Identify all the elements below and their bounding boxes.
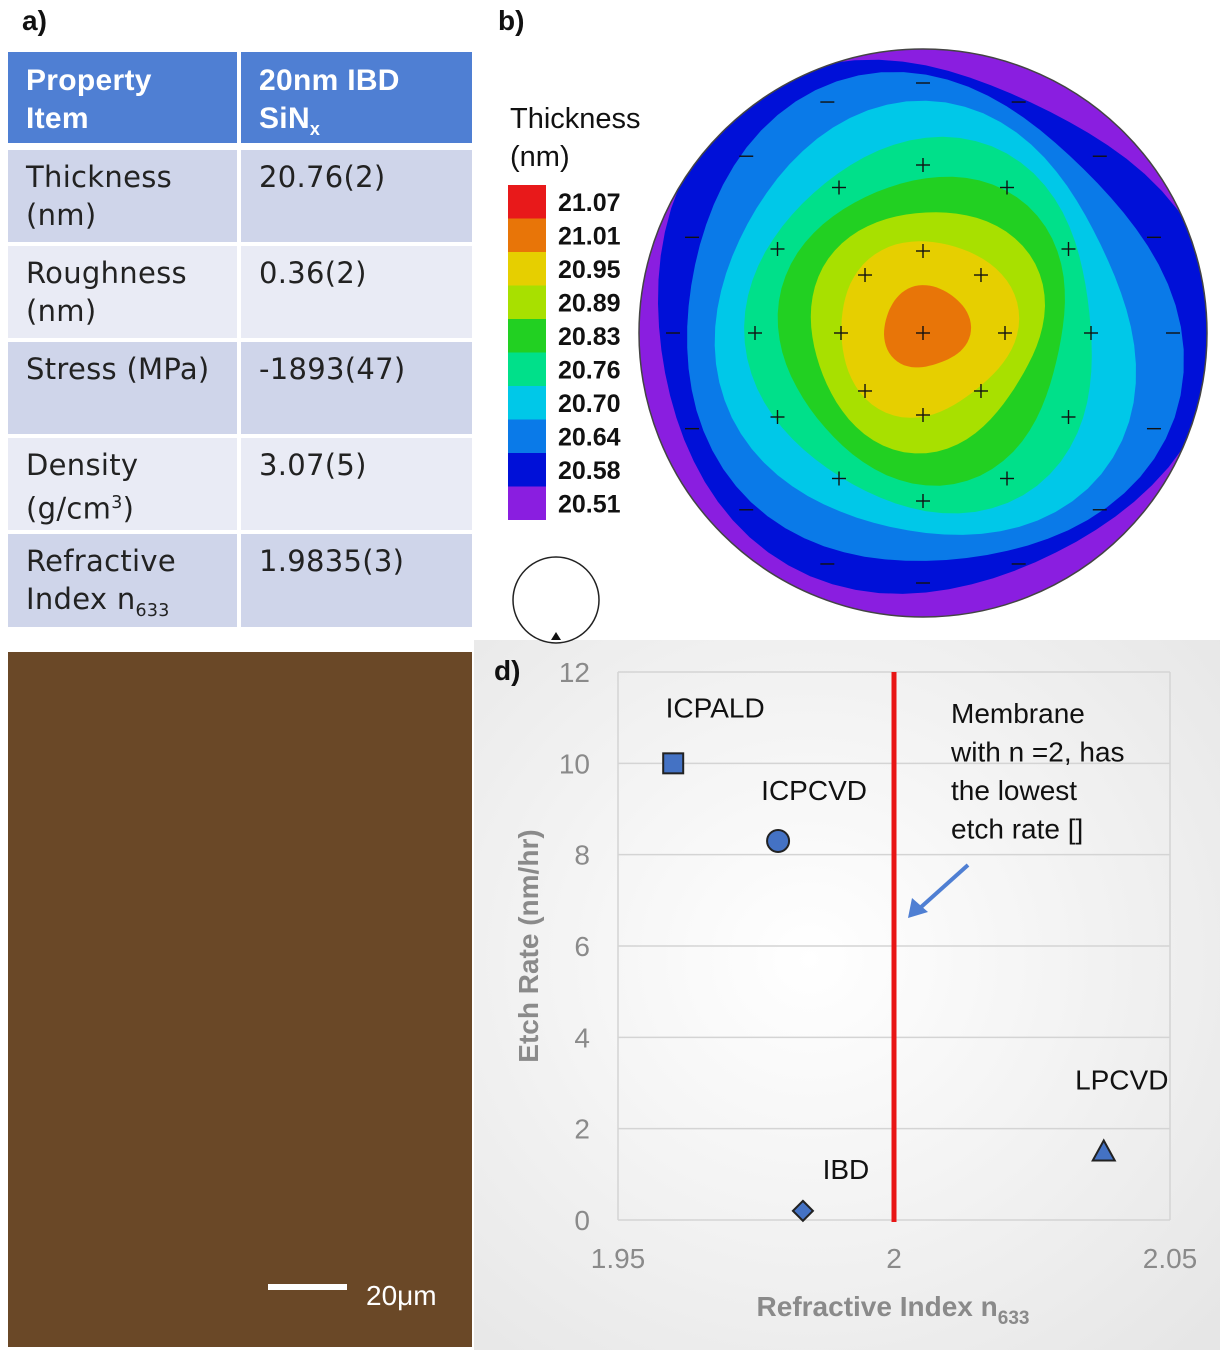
- x-tick-label: 2.05: [1143, 1243, 1198, 1274]
- y-tick-label: 8: [574, 840, 590, 871]
- point-label: LPCVD: [1075, 1065, 1168, 1096]
- panel-label: b): [498, 5, 524, 36]
- cell-text: Density (g/cm: [26, 448, 138, 526]
- table-cell: 1.9835(3): [241, 534, 472, 627]
- cell-text: 0.36(2): [259, 256, 367, 290]
- table-cell: 0.36(2): [241, 246, 472, 338]
- cell-text: Stress (MPa): [26, 352, 210, 386]
- table-cell: 20.76(2): [241, 150, 472, 242]
- header-sub: x: [310, 119, 320, 139]
- orientation-circle: [513, 557, 599, 643]
- cell-text: 3.07(5): [259, 448, 367, 482]
- cell-text: ): [123, 492, 135, 526]
- panel-label: d): [494, 655, 520, 686]
- data-point: [767, 830, 789, 852]
- y-tick-label: 2: [574, 1114, 590, 1145]
- thickness-map: [597, 33, 1220, 649]
- cell-text: -1893(47): [259, 352, 406, 386]
- table-header: 20nm IBD SiNx: [241, 52, 472, 143]
- y-tick-label: 6: [574, 931, 590, 962]
- cell-text: 20.76(2): [259, 160, 386, 194]
- legend-swatch: [508, 487, 546, 521]
- legend-swatch: [508, 185, 546, 219]
- y-tick-label: 10: [559, 748, 590, 779]
- table-cell: Roughness (nm): [8, 246, 237, 338]
- table-header: Property Item: [8, 52, 237, 143]
- legend-label: 20.51: [558, 491, 621, 519]
- scale-bar-label: 20μm: [366, 1280, 437, 1311]
- point-label: ICPALD: [666, 692, 765, 723]
- cell-text: Roughness (nm): [26, 256, 187, 328]
- legend-label: 21.01: [558, 223, 621, 251]
- header-text: 20nm IBD SiN: [259, 64, 400, 135]
- table-cell: 3.07(5): [241, 438, 472, 530]
- table-cell: Stress (MPa): [8, 342, 237, 434]
- legend-swatch: [508, 286, 546, 320]
- cell-sub: 633: [136, 601, 170, 621]
- table-cell: Thickness (nm): [8, 150, 237, 242]
- table-cell: Density (g/cm3): [8, 438, 237, 530]
- cell-sup: 3: [111, 493, 122, 513]
- legend-label: 21.07: [558, 189, 621, 217]
- legend-swatch: [508, 319, 546, 353]
- header-text: Property Item: [26, 64, 152, 135]
- legend-label: 20.95: [558, 256, 621, 284]
- x-tick-label: 1.95: [591, 1243, 646, 1274]
- legend-swatch: [508, 252, 546, 286]
- y-tick-label: 4: [574, 1022, 590, 1053]
- legend-swatch: [508, 420, 546, 454]
- table-cell: Refractive Index n633: [8, 534, 237, 627]
- data-point: [663, 753, 683, 773]
- legend-swatch: [508, 219, 546, 253]
- legend-title: Thickness (nm): [510, 100, 670, 176]
- legend-swatch: [508, 386, 546, 420]
- legend-label: 20.83: [558, 323, 621, 351]
- annotation: Membrane: [951, 698, 1085, 729]
- page: a)b)c)d)21.0721.0120.9520.8920.8320.7620…: [0, 0, 1220, 1350]
- x-axis-label-text: Refractive Index n: [757, 1291, 998, 1322]
- legend-label: 20.58: [558, 457, 621, 485]
- y-axis-label: Etch Rate (nm/hr): [513, 829, 544, 1062]
- y-tick-label: 0: [574, 1205, 590, 1236]
- point-label: ICPCVD: [761, 775, 867, 806]
- legend-swatch: [508, 453, 546, 487]
- legend-swatch: [508, 353, 546, 387]
- x-tick-label: 2: [886, 1243, 902, 1274]
- micrograph: [8, 652, 472, 1347]
- annotation: etch rate []: [951, 814, 1083, 845]
- annotation: with n =2, has: [950, 737, 1125, 768]
- annotation: the lowest: [951, 775, 1077, 806]
- legend-label: 20.70: [558, 390, 621, 418]
- legend-label: 20.89: [558, 290, 621, 318]
- panel-label: a): [22, 5, 47, 36]
- legend-label: 20.76: [558, 357, 621, 385]
- table-cell: -1893(47): [241, 342, 472, 434]
- cell-text: 1.9835(3): [259, 544, 404, 578]
- point-label: IBD: [823, 1154, 870, 1185]
- y-tick-label: 12: [559, 657, 590, 688]
- legend-label: 20.64: [558, 424, 621, 452]
- x-axis-label-sub: 633: [998, 1308, 1030, 1329]
- cell-text: Thickness (nm): [26, 160, 172, 232]
